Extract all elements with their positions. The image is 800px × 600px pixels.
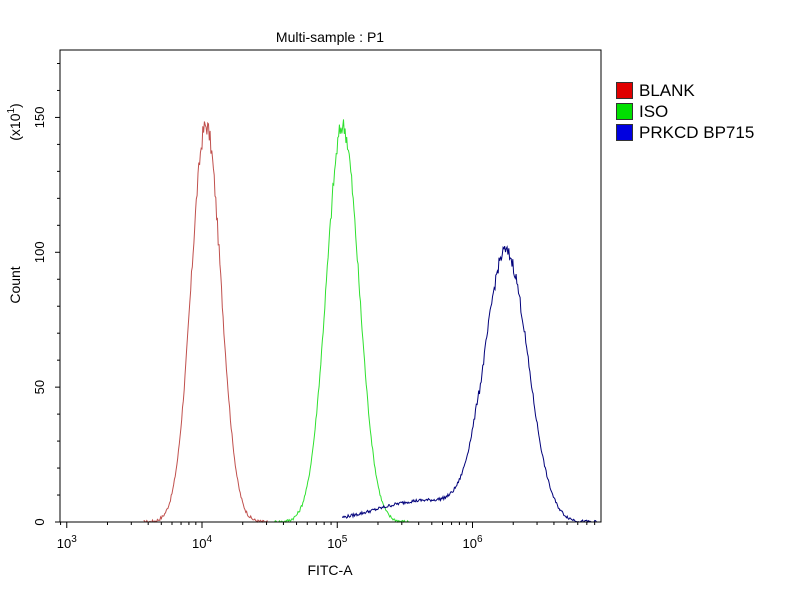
y-tick-label: 150	[32, 107, 47, 129]
legend-item: BLANK	[616, 80, 754, 101]
y-tick-label: 50	[32, 380, 47, 394]
y-axis-label: Count	[7, 266, 23, 303]
y-tick-label: 100	[32, 241, 47, 263]
plot-frame	[59, 49, 602, 523]
x-tick-label: 103	[57, 534, 77, 551]
legend-swatch	[616, 103, 633, 120]
histogram-series-blank	[143, 121, 268, 523]
x-axis-label: FITC-A	[307, 562, 353, 578]
x-tick-label: 106	[462, 534, 482, 551]
y-tick-label: 0	[32, 518, 47, 525]
y-axis: 0 50 100 150	[32, 62, 60, 526]
x-tick-label: 104	[192, 534, 212, 551]
x-axis: 103 104 105 106	[57, 522, 596, 551]
legend-label: ISO	[639, 102, 669, 121]
plot-curves	[143, 119, 597, 524]
legend-swatch	[616, 124, 633, 141]
chart-legend: BLANK ISO PRKCD BP715	[616, 80, 754, 143]
legend-swatch	[616, 82, 633, 99]
legend-label: BLANK	[639, 81, 695, 100]
legend-item: PRKCD BP715	[616, 122, 754, 143]
x-tick-label: 105	[327, 534, 347, 551]
histogram-series-prkcd-bp715	[341, 245, 597, 524]
legend-label: PRKCD BP715	[639, 123, 755, 142]
y-axis-scale-label: (x101)	[6, 103, 23, 140]
chart-title: Multi-sample : P1	[276, 29, 384, 45]
legend-item: ISO	[616, 101, 754, 122]
histogram-series-iso	[274, 119, 410, 524]
